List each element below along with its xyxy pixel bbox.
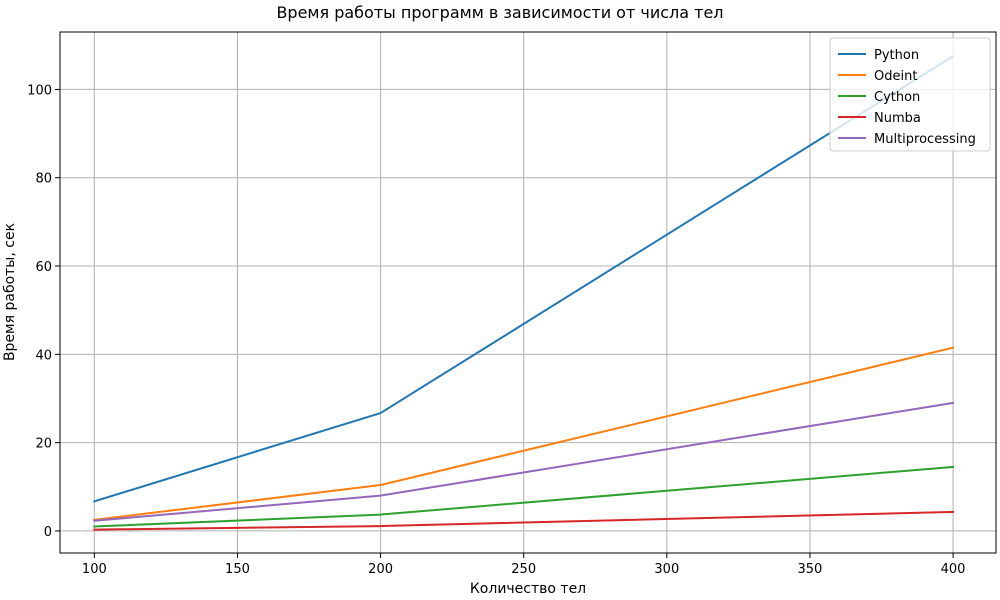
y-tick-label: 100: [27, 83, 52, 98]
legend-label-cython: Cython: [874, 90, 920, 105]
legend: Python Odeint Cython Numba Multiprocessing: [829, 37, 991, 152]
y-axis-label: Время работы, сек: [2, 223, 18, 361]
x-tick-label: 300: [654, 562, 679, 577]
series-line-numba: [93, 510, 955, 531]
legend-label-odeint: Odeint: [874, 69, 917, 84]
x-axis-label: Количество тел: [470, 581, 586, 597]
x-tick-label: 150: [225, 562, 250, 577]
x-tick-label: 400: [941, 562, 966, 577]
x-tick-label: 350: [798, 562, 823, 577]
series-lines: [93, 54, 955, 531]
legend-label-python: Python: [874, 48, 919, 63]
legend-label-multiprocessing: Multiprocessing: [874, 132, 976, 147]
y-tick-label: 40: [35, 348, 52, 363]
axis-ticks: 100 150 200 250 300 350 400 0 20 40 60 80 100: [27, 83, 965, 577]
legend-box: [829, 37, 991, 152]
y-tick-label: 60: [35, 260, 52, 275]
legend-label-numba: Numba: [874, 111, 921, 126]
x-tick-label: 250: [511, 562, 536, 577]
y-tick-label: 80: [35, 172, 52, 187]
series-line-cython: [93, 465, 955, 528]
series-line-odeint: [93, 346, 955, 522]
y-tick-label: 20: [35, 437, 52, 452]
series-line-python: [93, 54, 955, 503]
plot-frame: [59, 31, 997, 554]
y-tick-label: 0: [44, 525, 52, 540]
series-line-multiprocessing: [93, 401, 955, 522]
chart-title: Время работы программ в зависимости от ч…: [276, 3, 723, 22]
x-tick-label: 100: [82, 562, 107, 577]
grid: [60, 32, 996, 553]
x-tick-label: 200: [368, 562, 393, 577]
